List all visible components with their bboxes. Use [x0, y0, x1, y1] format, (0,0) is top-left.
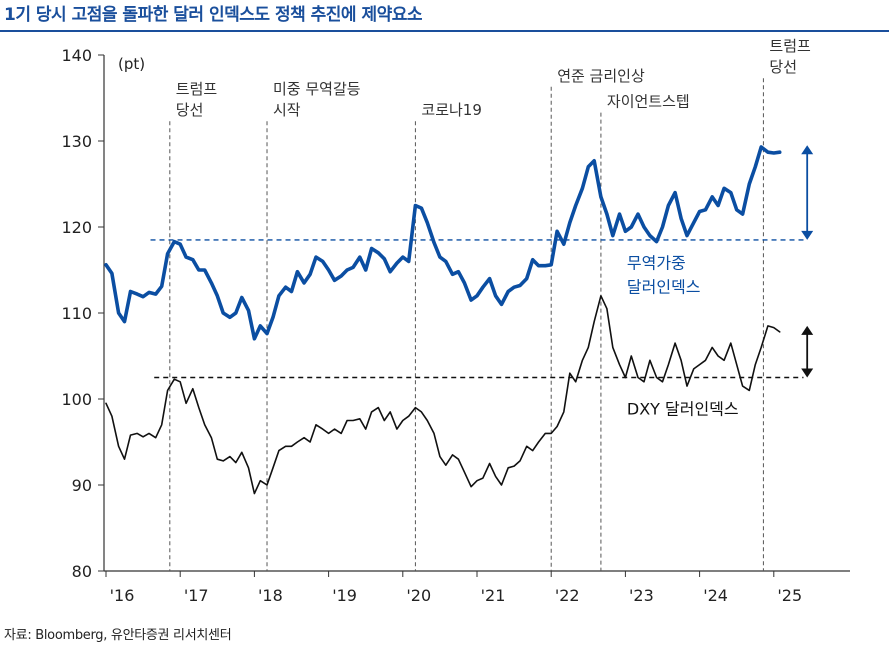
- x-tick-label: '20: [406, 586, 431, 605]
- series-lines: [104, 145, 782, 495]
- event-label: 미중 무역갈등: [273, 80, 361, 98]
- title-underline: [0, 30, 889, 32]
- event-label: 트럼프: [769, 37, 811, 55]
- range-arrow-head-down: [801, 368, 814, 378]
- range-arrow-head-up: [801, 145, 814, 155]
- x-tick-label: '23: [629, 586, 654, 605]
- series-line-broad-dollar: [104, 145, 782, 341]
- series-line-dxy: [105, 295, 781, 495]
- event-label: 연준 금리인상: [557, 67, 645, 85]
- y-tick-label: 130: [61, 132, 92, 151]
- y-tick-label: 120: [61, 218, 92, 237]
- event-label: 트럼프: [176, 80, 218, 98]
- range-arrow-head-up: [801, 325, 814, 335]
- event-label: 시작: [273, 101, 301, 119]
- y-tick-label: 110: [61, 304, 92, 323]
- x-tick-label: '18: [258, 586, 283, 605]
- event-label: 코로나19: [421, 101, 482, 119]
- source-note: 자료: Bloomberg, 유안타증권 리서치센터: [4, 628, 232, 643]
- event-label: 당선: [176, 101, 204, 119]
- series-label-broad-dollar: 달러인덱스: [627, 277, 701, 296]
- y-axis-unit: (pt): [118, 55, 145, 73]
- x-tick-label: '21: [481, 586, 506, 605]
- x-tick-label: '16: [110, 586, 135, 605]
- x-tick-label: '22: [555, 586, 580, 605]
- x-tick-label: '25: [777, 586, 802, 605]
- y-tick-label: 100: [61, 390, 92, 409]
- y-tick-label: 140: [61, 46, 92, 65]
- series-label-dxy: DXY 달러인덱스: [627, 399, 739, 418]
- x-tick-label: '24: [703, 586, 728, 605]
- range-arrow-head-down: [801, 230, 814, 240]
- chart-axes: 80 90 100 110 120 130 140 (pt) '16 '17 '18 '19 '20 '2…: [61, 46, 850, 605]
- event-label: 자이언트스텝: [607, 93, 690, 111]
- page-title: 1기 당시 고점을 돌파한 달러 인덱스도 정책 추진에 제약요소: [4, 5, 423, 25]
- y-tick-label: 90: [72, 476, 92, 495]
- x-tick-label: '17: [184, 586, 209, 605]
- y-tick-label: 80: [72, 562, 92, 581]
- reference-lines: [150, 239, 804, 379]
- x-tick-label: '19: [332, 586, 357, 605]
- event-label: 당선: [769, 58, 797, 76]
- series-label-broad-dollar: 무역가중: [627, 253, 686, 272]
